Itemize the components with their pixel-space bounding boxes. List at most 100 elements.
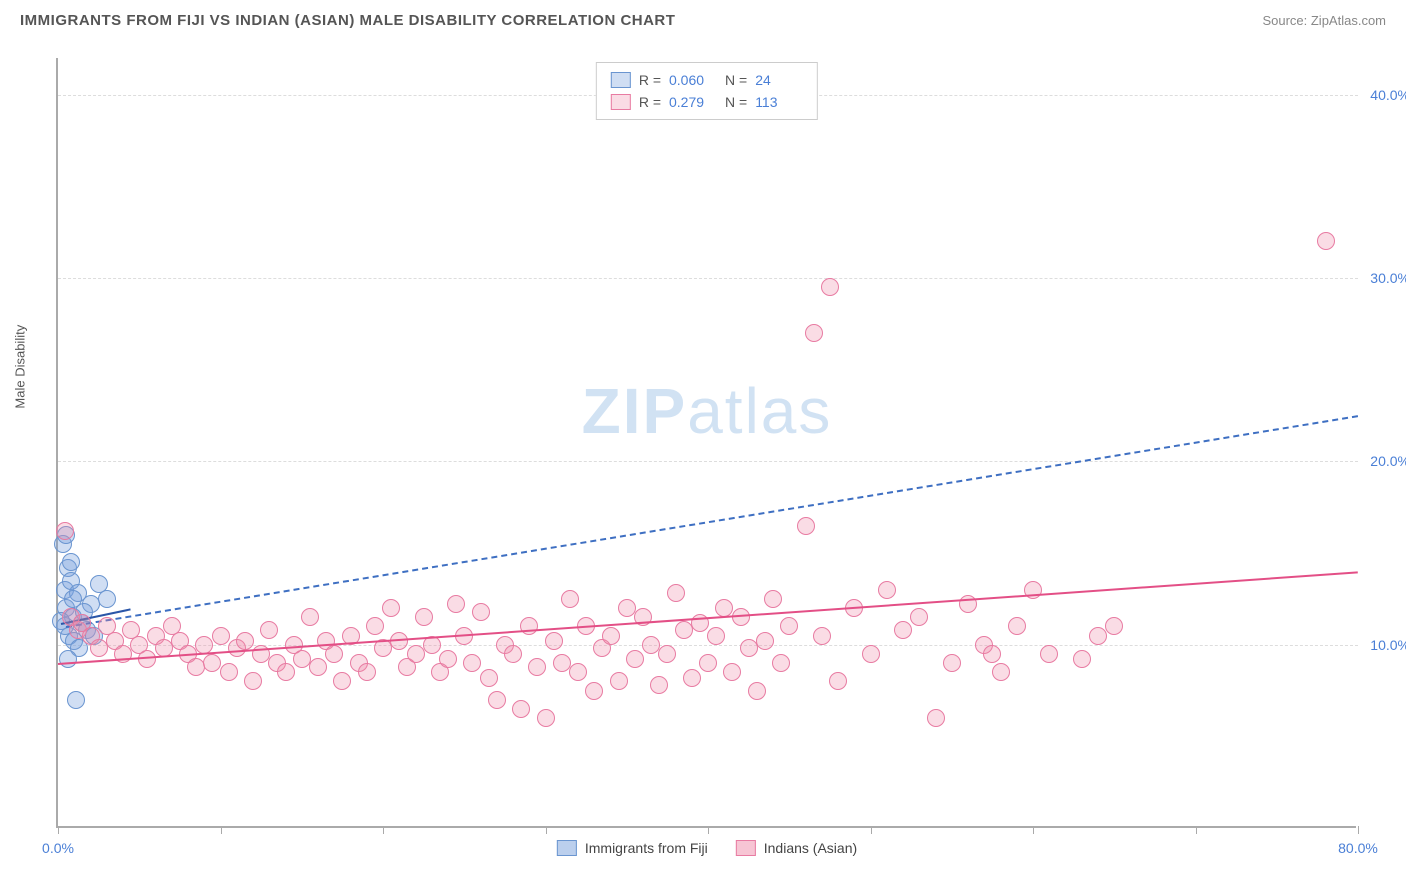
scatter-point-indian xyxy=(829,672,847,690)
x-tick-label: 0.0% xyxy=(42,840,74,856)
legend-swatch xyxy=(557,840,577,856)
trend-line xyxy=(58,571,1358,665)
legend-stats-row-indian: R = 0.279 N = 113 xyxy=(611,91,803,113)
scatter-point-indian xyxy=(805,324,823,342)
scatter-point-indian xyxy=(407,645,425,663)
scatter-point-indian xyxy=(943,654,961,672)
scatter-point-fiji xyxy=(59,650,77,668)
chart-area: Male Disability ZIPatlas R =0.060N =24R … xyxy=(56,58,1356,828)
scatter-point-indian xyxy=(585,682,603,700)
scatter-point-fiji xyxy=(64,590,82,608)
legend-label: Indians (Asian) xyxy=(764,840,857,856)
legend-r-label: R = xyxy=(639,91,661,113)
scatter-point-indian xyxy=(1317,232,1335,250)
scatter-point-indian xyxy=(333,672,351,690)
scatter-point-indian xyxy=(642,636,660,654)
legend-n-label: N = xyxy=(725,69,747,91)
scatter-point-indian xyxy=(561,590,579,608)
y-axis-title: Male Disability xyxy=(13,325,28,409)
legend-r-value: 0.279 xyxy=(669,91,717,113)
scatter-point-indian xyxy=(415,608,433,626)
x-tick xyxy=(871,826,872,834)
scatter-point-indian xyxy=(244,672,262,690)
scatter-point-indian xyxy=(683,669,701,687)
scatter-point-indian xyxy=(504,645,522,663)
x-tick xyxy=(58,826,59,834)
watermark: ZIPatlas xyxy=(582,374,833,448)
watermark-light: atlas xyxy=(687,375,832,447)
scatter-point-indian xyxy=(358,663,376,681)
plot-region: ZIPatlas R =0.060N =24R =0.279N =113 Imm… xyxy=(56,58,1356,828)
scatter-point-indian xyxy=(618,599,636,617)
scatter-point-indian xyxy=(707,627,725,645)
legend-bottom-item: Indians (Asian) xyxy=(736,840,857,856)
scatter-point-indian xyxy=(862,645,880,663)
x-tick xyxy=(1196,826,1197,834)
scatter-point-indian xyxy=(699,654,717,672)
scatter-point-indian xyxy=(277,663,295,681)
scatter-point-indian xyxy=(780,617,798,635)
scatter-point-indian xyxy=(463,654,481,672)
scatter-point-indian xyxy=(325,645,343,663)
scatter-point-indian xyxy=(212,627,230,645)
scatter-point-indian xyxy=(797,517,815,535)
legend-stats-row-fiji: R =0.060N =24 xyxy=(611,69,803,91)
scatter-point-indian xyxy=(382,599,400,617)
scatter-point-indian xyxy=(1089,627,1107,645)
scatter-point-indian xyxy=(740,639,758,657)
legend-n-value: 24 xyxy=(755,69,803,91)
scatter-point-indian xyxy=(528,658,546,676)
scatter-point-indian xyxy=(301,608,319,626)
scatter-point-indian xyxy=(878,581,896,599)
scatter-point-indian xyxy=(650,676,668,694)
scatter-point-indian xyxy=(756,632,774,650)
legend-r-value: 0.060 xyxy=(669,69,717,91)
x-tick xyxy=(546,826,547,834)
y-tick-label: 40.0% xyxy=(1370,87,1406,103)
legend-n-value: 113 xyxy=(755,91,803,113)
scatter-point-indian xyxy=(90,639,108,657)
legend-stats-box: R = 0.060 N = 24R = 0.279 N = 113 xyxy=(596,62,818,120)
scatter-point-fiji xyxy=(62,553,80,571)
x-tick xyxy=(1358,826,1359,834)
scatter-point-indian xyxy=(138,650,156,668)
scatter-point-indian xyxy=(723,663,741,681)
scatter-point-indian xyxy=(187,658,205,676)
scatter-point-indian xyxy=(983,645,1001,663)
x-tick xyxy=(708,826,709,834)
scatter-point-indian xyxy=(748,682,766,700)
scatter-point-indian xyxy=(447,595,465,613)
scatter-point-indian xyxy=(992,663,1010,681)
scatter-point-indian xyxy=(772,654,790,672)
scatter-point-indian xyxy=(894,621,912,639)
scatter-point-indian xyxy=(569,663,587,681)
scatter-point-indian xyxy=(610,672,628,690)
x-tick-label: 80.0% xyxy=(1338,840,1378,856)
y-tick-label: 30.0% xyxy=(1370,270,1406,286)
scatter-point-indian xyxy=(520,617,538,635)
scatter-point-indian xyxy=(910,608,928,626)
scatter-point-indian xyxy=(480,669,498,687)
gridline-h xyxy=(58,278,1358,279)
scatter-point-indian xyxy=(545,632,563,650)
legend-n-label: N = xyxy=(725,91,747,113)
scatter-point-indian xyxy=(472,603,490,621)
scatter-point-indian xyxy=(602,627,620,645)
scatter-point-indian xyxy=(1040,645,1058,663)
legend-swatch-fiji xyxy=(611,72,631,88)
legend-label: Immigrants from Fiji xyxy=(585,840,708,856)
watermark-bold: ZIP xyxy=(582,375,688,447)
scatter-point-indian xyxy=(764,590,782,608)
legend-bottom-item: Immigrants from Fiji xyxy=(557,840,708,856)
x-tick xyxy=(221,826,222,834)
scatter-point-indian xyxy=(626,650,644,668)
scatter-point-indian xyxy=(553,654,571,672)
source-label: Source: ZipAtlas.com xyxy=(1262,13,1386,28)
legend-swatch-indian xyxy=(611,94,631,110)
scatter-point-fiji xyxy=(67,691,85,709)
scatter-point-indian xyxy=(260,621,278,639)
scatter-point-indian xyxy=(658,645,676,663)
scatter-point-indian xyxy=(821,278,839,296)
x-tick xyxy=(383,826,384,834)
scatter-point-indian xyxy=(813,627,831,645)
